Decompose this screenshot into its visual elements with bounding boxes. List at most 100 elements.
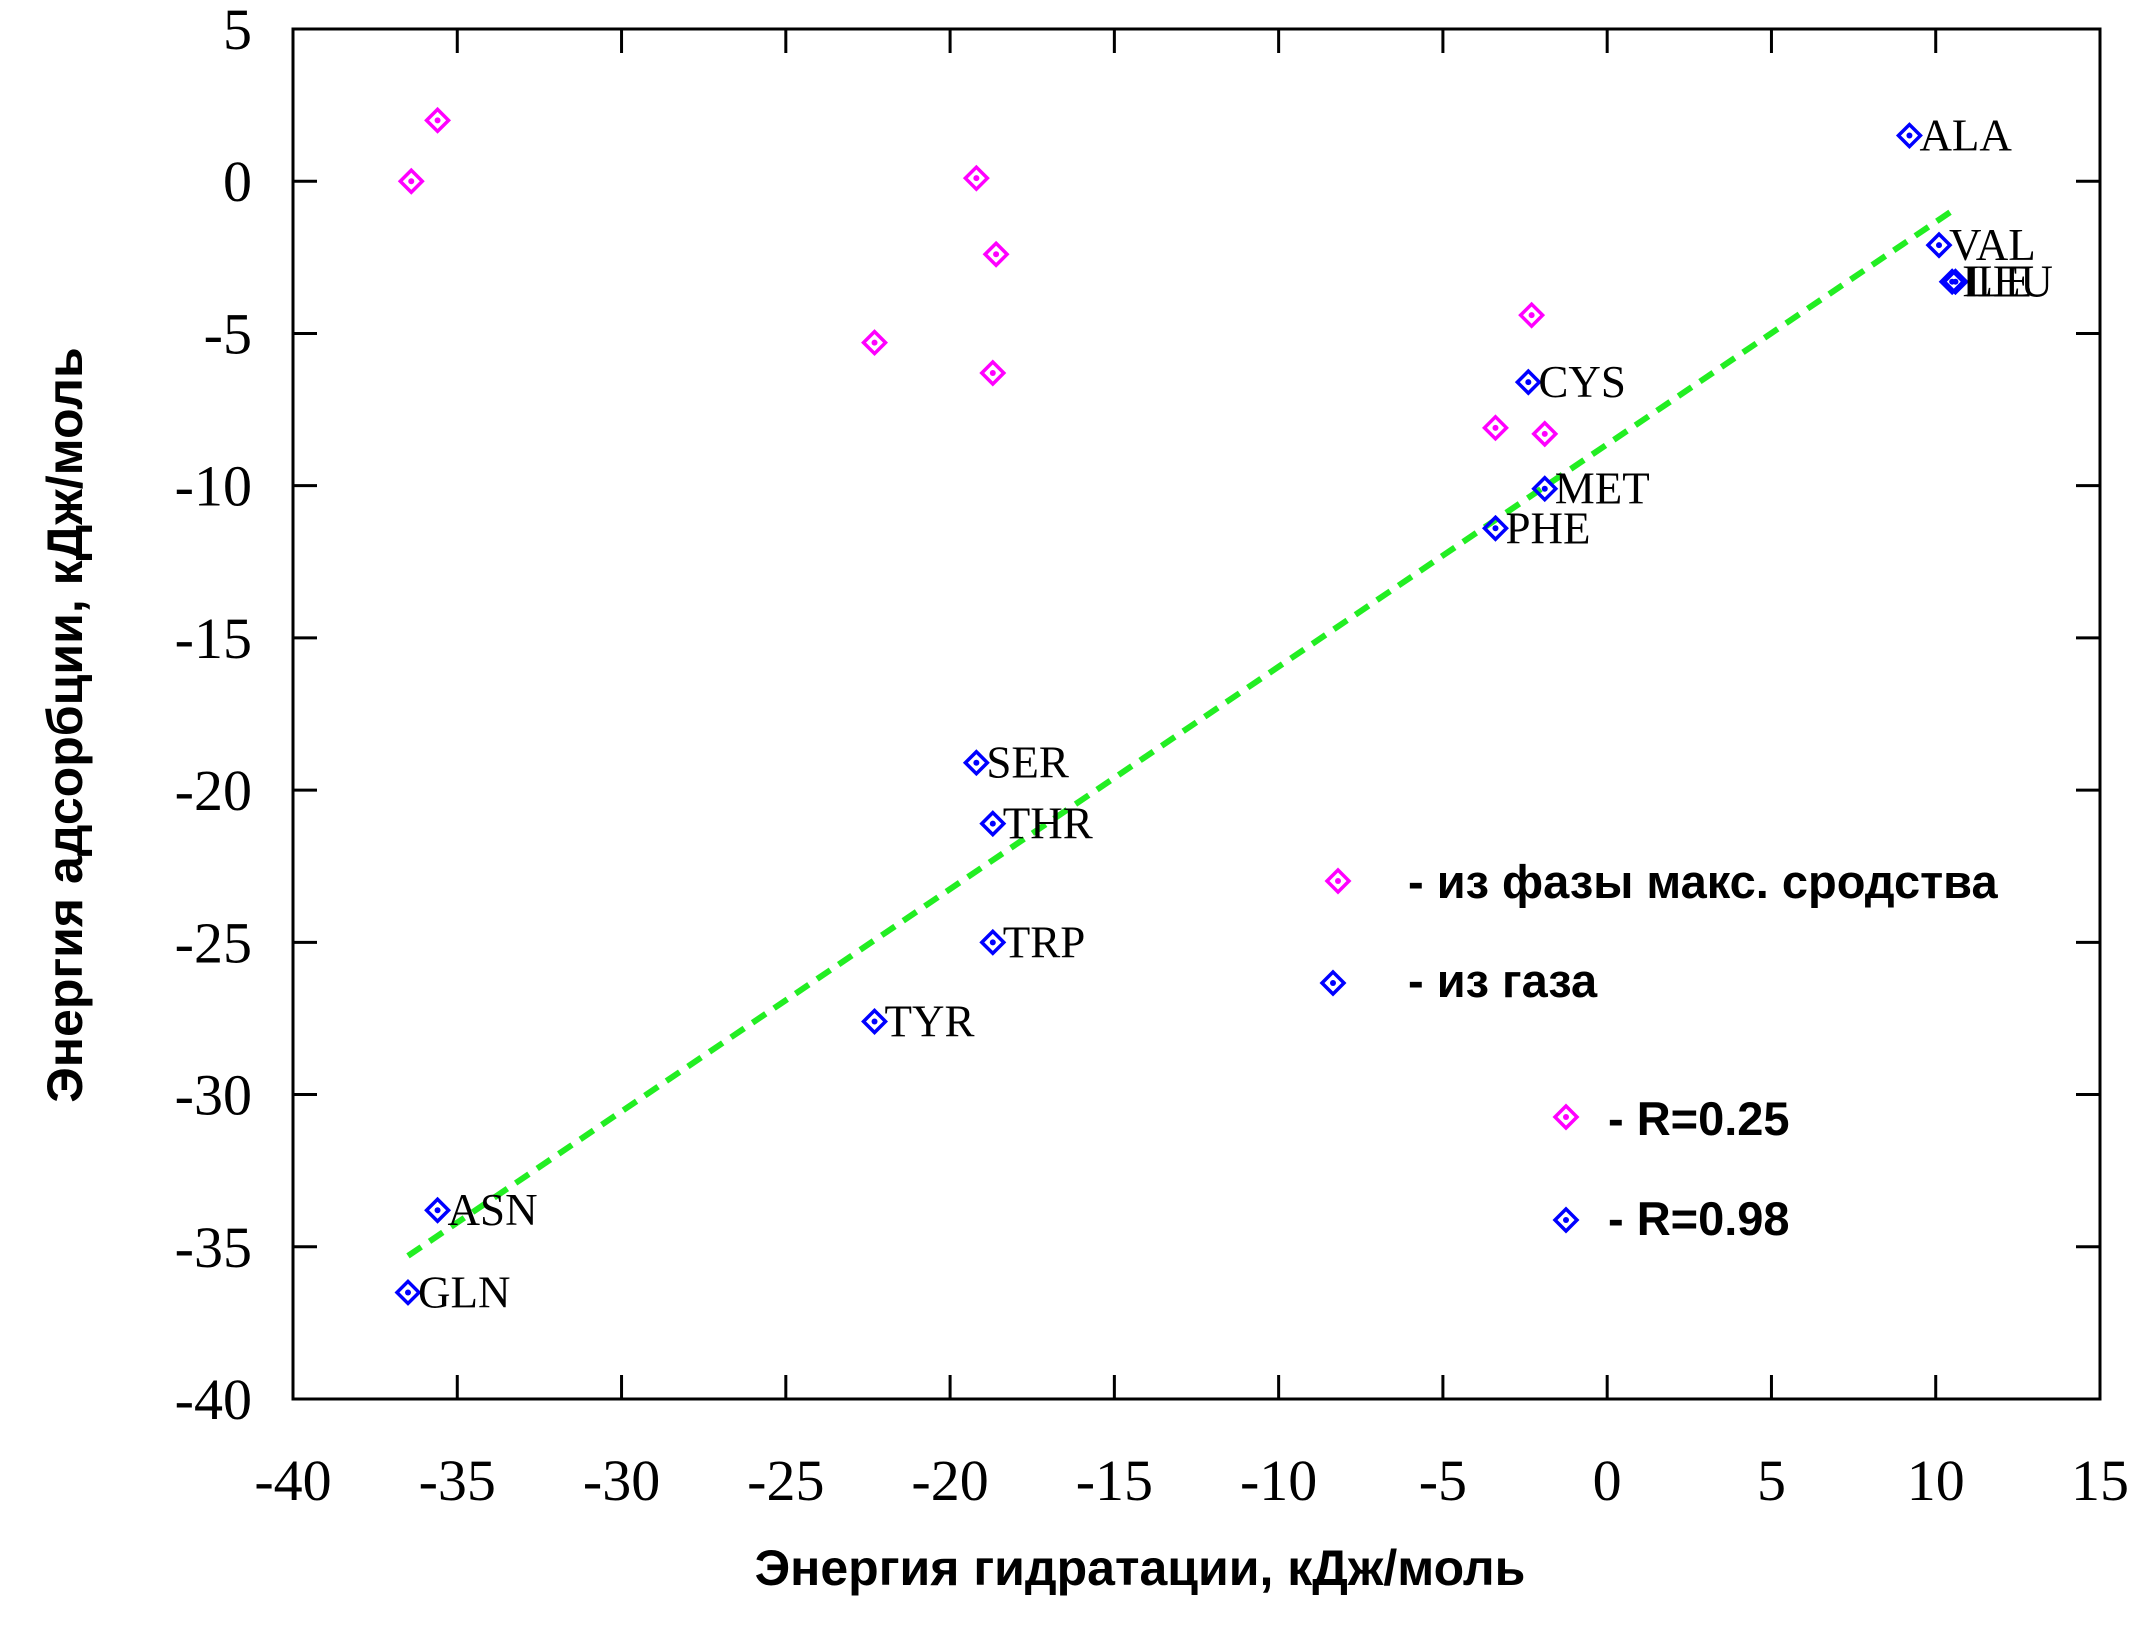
x-tick-label: -20: [911, 1448, 988, 1513]
y-tick-label: -30: [175, 1063, 252, 1128]
point-label-phe: PHE: [1505, 503, 1590, 553]
affinity-point: [861, 329, 888, 357]
point-label-thr: THR: [1003, 799, 1093, 849]
legend-entry-gas: - из газа: [1319, 954, 1598, 1007]
gas-point-dot: [1936, 242, 1943, 249]
legend-label-gas: - из газа: [1408, 954, 1598, 1007]
y-tick-label: -40: [175, 1367, 252, 1432]
gas-point: [1531, 475, 1559, 503]
gas-point: [979, 928, 1007, 956]
tick-labels: -40 -35 -30 -25 -20 -15 -10 -5 0 5 10 15 5 0 -5 -10 -15 -…: [175, 0, 2129, 1513]
gas-point-dot: [871, 1018, 878, 1025]
affinity-point: [397, 167, 425, 195]
x-tick-label: -35: [419, 1448, 496, 1513]
point-label-ile: ILE: [1962, 257, 2032, 307]
legend-label-affinity: - из фазы макс. сродства: [1408, 855, 1998, 908]
y-tick-label: -25: [175, 910, 252, 975]
plot-frame: [291, 27, 2102, 1401]
x-tick-label: 15: [2071, 1448, 2129, 1513]
gas-point: [394, 1278, 422, 1306]
y-tick-label: -15: [175, 606, 252, 671]
point-label-leu: LEU: [1965, 257, 2052, 307]
gas-point-dot: [1952, 278, 1959, 285]
gas-point-dot: [1525, 379, 1532, 386]
gas-point: [861, 1008, 888, 1035]
gas-point-dot: [1492, 525, 1499, 532]
r-annotation-gas: - R=0.98: [1552, 1192, 1790, 1245]
y-tick-label: -5: [204, 301, 252, 366]
y-axis-title: Энергия адсорбции, кДж/моль: [37, 347, 93, 1103]
correlation-annotations: - R=0.25 - R=0.98: [1552, 1092, 1790, 1245]
x-tick-label: -5: [1419, 1448, 1467, 1513]
x-tick-label: -25: [747, 1448, 824, 1513]
point-label-ser: SER: [986, 738, 1069, 788]
affinity-point-dot: [1541, 430, 1548, 437]
r-marker-dot-affinity: [1563, 1114, 1569, 1120]
affinity-point-dot: [993, 251, 1000, 258]
y-tick-label: 5: [223, 0, 252, 62]
affinity-point-dot: [1492, 424, 1499, 431]
gas-point: [1938, 268, 1966, 296]
gas-point: [979, 810, 1007, 838]
r-value-affinity: - R=0.25: [1608, 1092, 1790, 1145]
gas-point: [1925, 231, 1953, 259]
data-points: [394, 106, 1969, 1306]
affinity-point: [979, 359, 1007, 387]
affinity-point: [424, 106, 452, 134]
gas-point: [1514, 368, 1542, 396]
y-tick-label: -35: [175, 1215, 252, 1280]
r-marker-affinity: [1552, 1103, 1580, 1131]
legend: - из фазы макс. сродства - из газа: [1319, 855, 1998, 1007]
affinity-point: [962, 164, 990, 192]
legend-marker-gas: [1319, 969, 1347, 997]
axis-ticks: [291, 27, 2102, 1401]
gas-point-dot: [1541, 485, 1548, 492]
point-label-ala: ALA: [1919, 111, 2012, 161]
x-tick-label: -40: [254, 1448, 331, 1513]
point-label-asn: ASN: [448, 1185, 538, 1235]
y-tick-label: 0: [223, 149, 252, 214]
gas-point-dot: [1906, 132, 1913, 139]
r-annotation-affinity: - R=0.25: [1552, 1092, 1790, 1145]
gas-point: [1482, 514, 1509, 542]
x-tick-label: 0: [1593, 1448, 1622, 1513]
r-value-gas: - R=0.98: [1608, 1192, 1790, 1245]
point-label-met: MET: [1555, 464, 1650, 514]
point-label-cys: CYS: [1538, 357, 1626, 407]
gas-point-dot: [989, 820, 996, 827]
affinity-point: [1531, 420, 1559, 448]
legend-entry-affinity: - из фазы макс. сродства: [1324, 855, 1998, 908]
point-label-val: VAL: [1949, 220, 2036, 270]
affinity-point: [1482, 414, 1509, 442]
y-tick-label: -10: [175, 454, 252, 519]
affinity-point-dot: [1528, 312, 1535, 319]
legend-marker-affinity: [1324, 867, 1352, 895]
gas-point-dot: [434, 1207, 441, 1214]
x-tick-label: 10: [1907, 1448, 1965, 1513]
r-marker-gas: [1552, 1206, 1580, 1234]
gas-point-dot: [973, 759, 980, 766]
x-tick-label: -15: [1076, 1448, 1153, 1513]
gas-point: [1895, 122, 1923, 150]
affinity-point-dot: [973, 175, 980, 182]
affinity-point-dot: [408, 178, 415, 185]
x-tick-label: 5: [1757, 1448, 1786, 1513]
point-label-tyr: TYR: [885, 996, 975, 1046]
affinity-point-dot: [434, 117, 441, 124]
legend-marker-dot-affinity: [1335, 878, 1341, 884]
x-tick-label: -30: [583, 1448, 660, 1513]
gas-point: [424, 1196, 452, 1224]
point-label-trp: TRP: [1003, 917, 1086, 967]
gas-point: [1941, 268, 1969, 296]
gas-point-dot: [404, 1289, 411, 1296]
affinity-point-dot: [989, 370, 996, 377]
point-label-gln: GLN: [418, 1267, 510, 1317]
y-tick-label: -20: [175, 758, 252, 823]
r-marker-dot-gas: [1563, 1217, 1569, 1223]
affinity-point-dot: [871, 339, 878, 346]
affinity-point: [982, 240, 1010, 268]
legend-marker-dot-gas: [1330, 980, 1336, 986]
gas-point-dot: [989, 939, 996, 946]
